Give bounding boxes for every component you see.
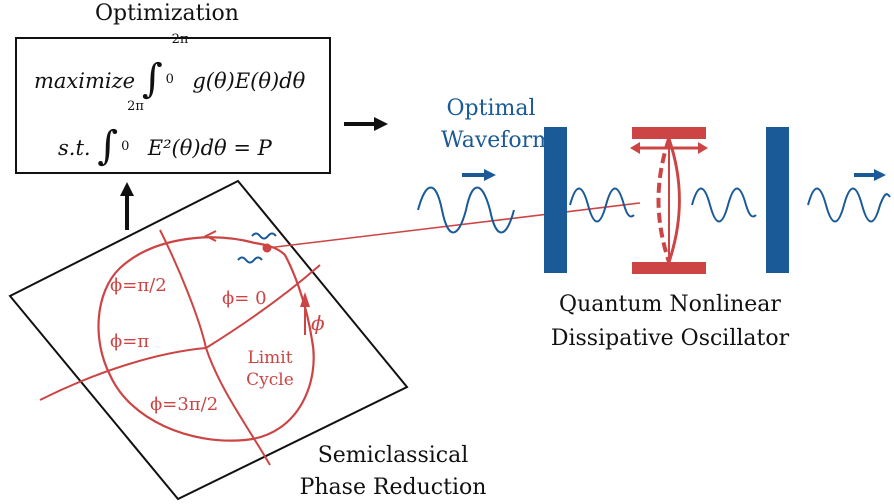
optimization-title: Optimization: [95, 1, 239, 26]
phase-symbol: ϕ: [311, 311, 325, 335]
limit-cycle-direction-arrow: [203, 230, 217, 242]
upper-limit: 2π: [127, 99, 144, 114]
phase-arrow: [300, 292, 310, 335]
lower-limit: 0: [165, 72, 174, 87]
objective-integrand: g(θ)E(θ)dθ: [192, 69, 306, 93]
lower-limit: 0: [121, 139, 130, 154]
isochron-right: [205, 264, 321, 349]
isochron-lower: [205, 347, 271, 466]
connector-line: [266, 202, 641, 249]
phase-reduction-line2: Phase Reduction: [299, 475, 487, 500]
phase-label-pi-half: ϕ=π/2: [110, 275, 167, 296]
cavity-wave-right: [691, 187, 757, 223]
mechanical-resonator: [630, 127, 708, 274]
limit-cycle-label: Limit Cycle: [242, 347, 298, 391]
phase-label-pi: ϕ=π: [110, 331, 150, 352]
oscillator-label: Quantum Nonlinear Dissipative Oscillator: [535, 288, 805, 356]
phase-reduction-label: Semiclassical Phase Reduction: [288, 440, 498, 504]
phase-space-plane: [8, 179, 409, 501]
cavity-wave-left: [569, 187, 635, 223]
left-mirror: [544, 127, 567, 273]
optimization-box: [15, 37, 331, 174]
optimal-waveform-line1: Optimal: [446, 96, 536, 121]
perturbation-squiggle-icon: [237, 232, 277, 264]
constraint-formula: s.t. ∫ 2π 0 E²(θ)dθ = P: [58, 100, 272, 166]
oscillator-line1: Quantum Nonlinear: [559, 292, 781, 317]
isochron-left: [39, 347, 207, 401]
incoming-wave: [417, 169, 515, 234]
limit-cycle: [97, 236, 315, 442]
upper-limit: 2π: [171, 32, 189, 47]
optimal-waveform-line2: Waveform: [441, 128, 554, 153]
phase-label-zero: ϕ= 0: [222, 288, 267, 309]
limit-cycle-line2: Cycle: [246, 370, 294, 390]
phase-label-three-pi-half: ϕ=3π/2: [150, 394, 219, 415]
integral-sign: ∫: [141, 56, 163, 102]
limit-cycle-line1: Limit: [247, 348, 293, 368]
outgoing-wave: [807, 169, 891, 223]
oscillator-line2: Dissipative Oscillator: [550, 326, 790, 351]
optimal-waveform-label: Optimal Waveform: [441, 93, 554, 157]
right-mirror: [766, 127, 789, 273]
objective-formula: maximize ∫ 2π 0 g(θ)E(θ)dθ: [34, 33, 306, 99]
constraint-integrand: E²(θ)dθ = P: [147, 136, 272, 160]
constraint-prefix: s.t.: [58, 136, 91, 160]
arrow-to-optimization: [120, 182, 134, 230]
objective-word: maximize: [34, 69, 136, 93]
integral-sign: ∫: [97, 123, 119, 169]
isochron-upper: [159, 229, 207, 349]
arrow-to-waveform: [344, 117, 388, 131]
phase-reduction-line1: Semiclassical: [317, 443, 469, 468]
